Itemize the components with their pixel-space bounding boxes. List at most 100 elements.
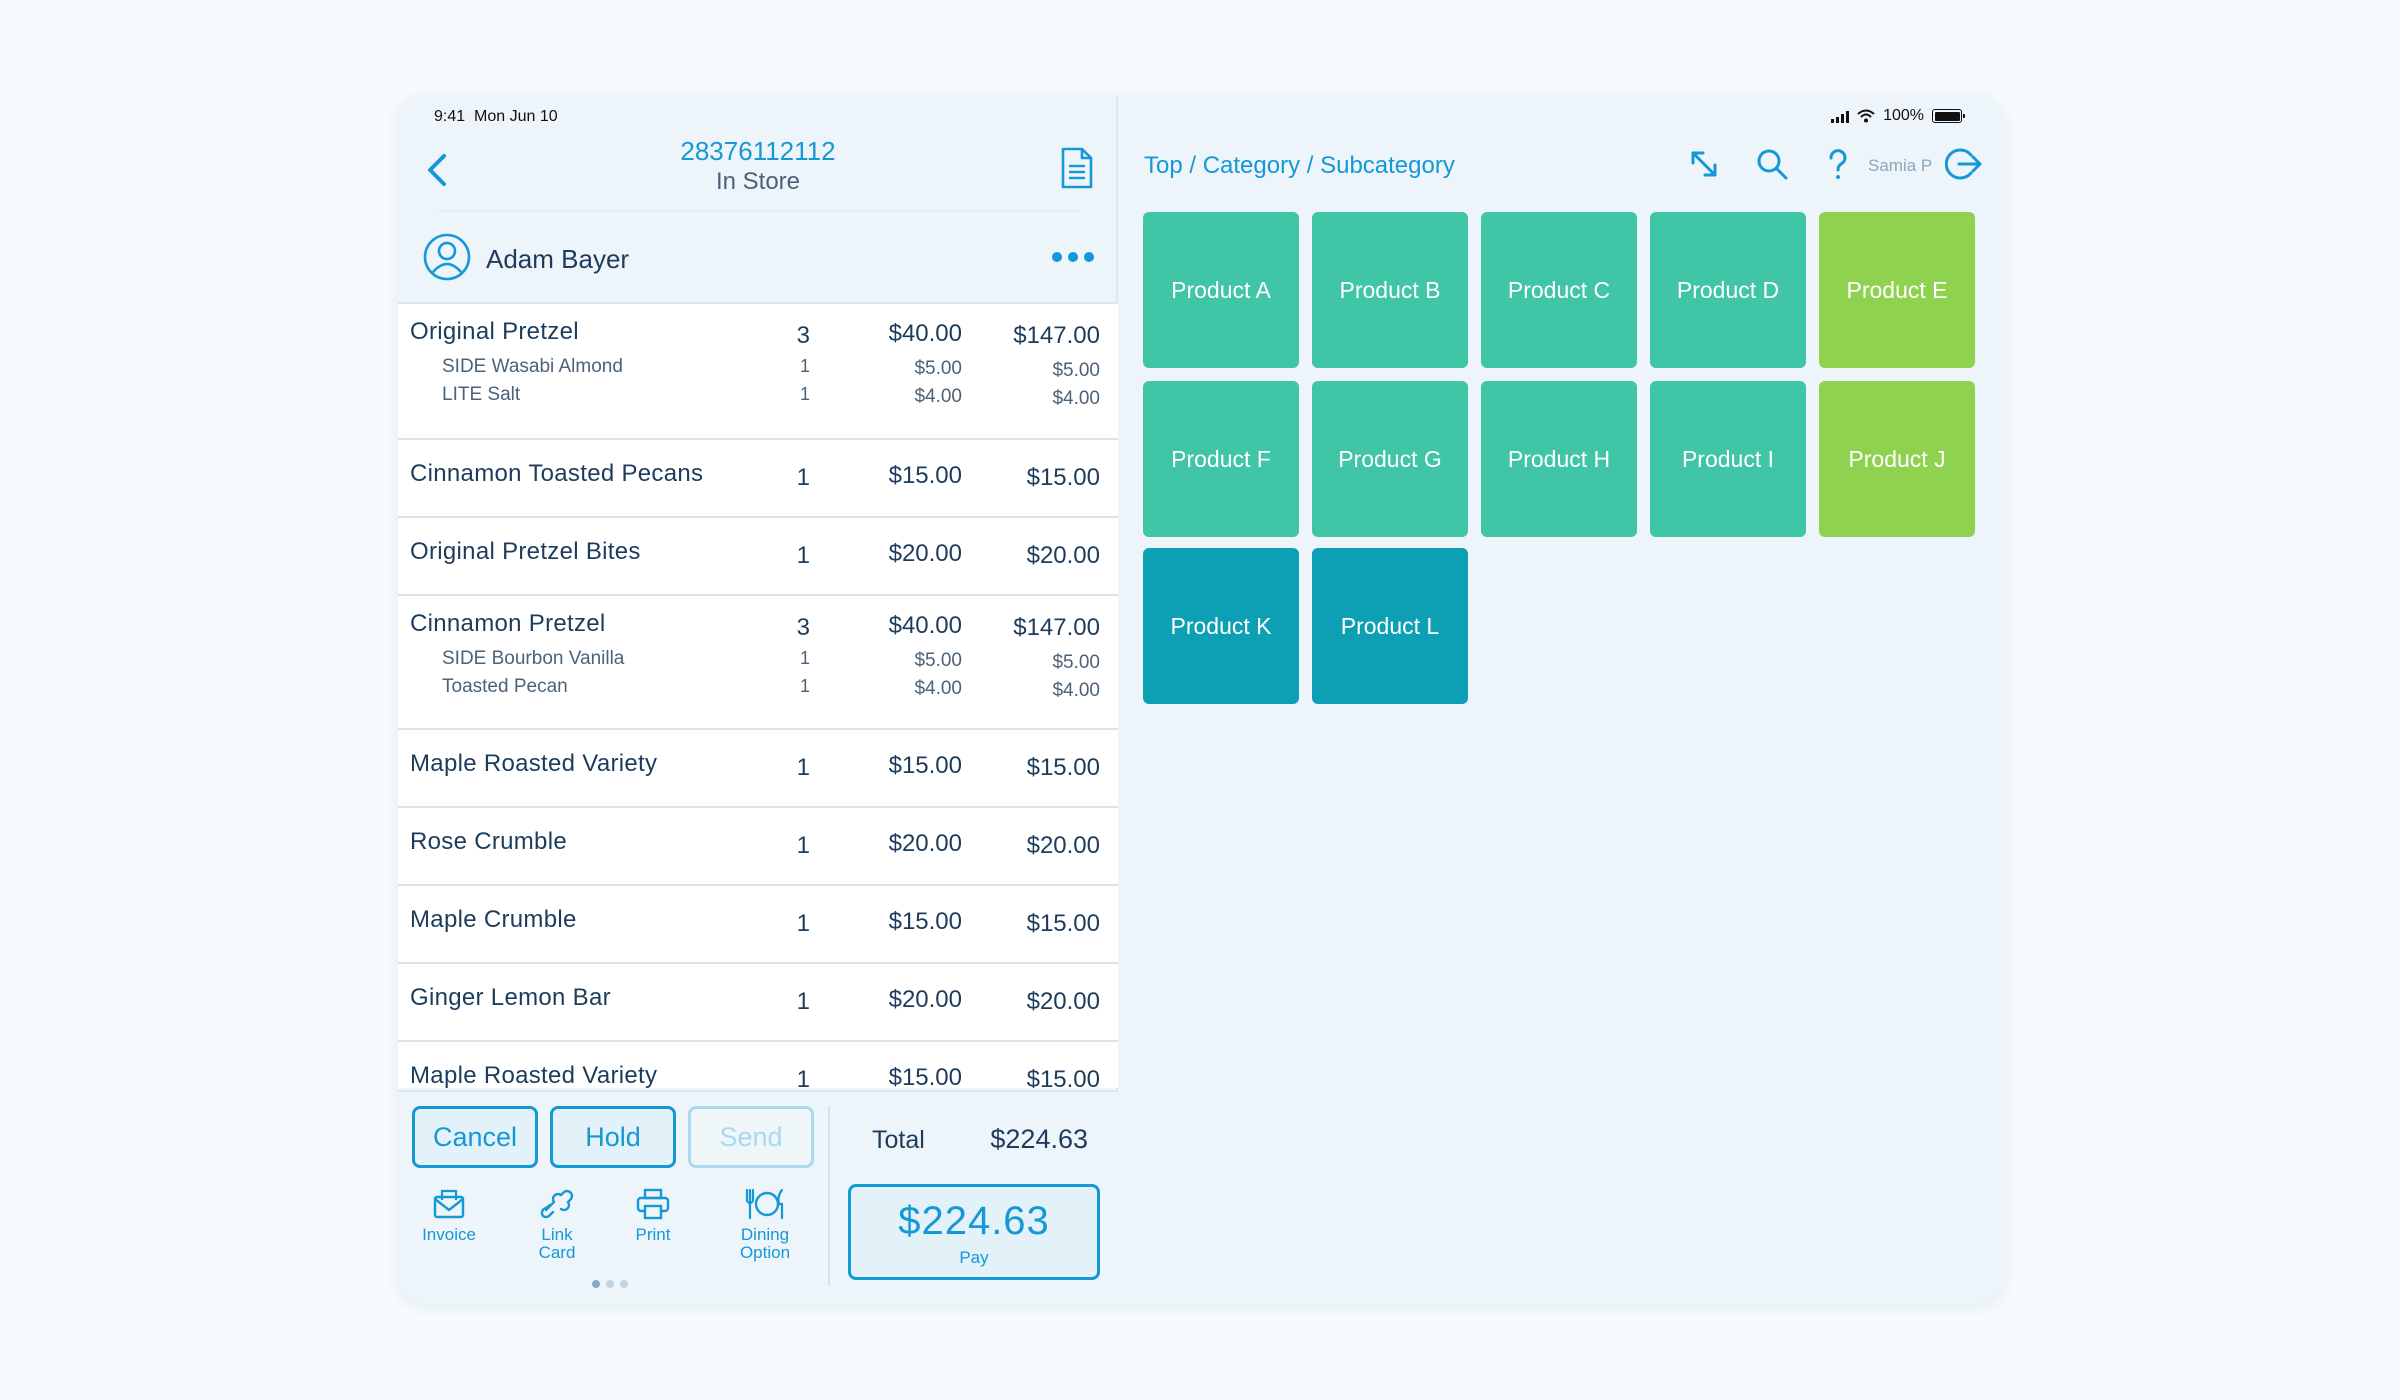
action-page-indicator[interactable] (592, 1280, 628, 1288)
modifier-qty: 1 (799, 676, 810, 696)
modifier-price: $4.00 (914, 678, 962, 699)
link-card-button[interactable]: Link Card (512, 1188, 602, 1262)
item-name: Original Pretzel Bites (410, 538, 641, 565)
product-tile-l[interactable]: Product L (1312, 548, 1468, 704)
modifier-qty: 1 (799, 648, 810, 668)
item-qty: 1 (796, 832, 810, 859)
product-tile-h[interactable]: Product H (1481, 381, 1637, 537)
item-name: Maple Roasted Variety (410, 1062, 658, 1088)
total-label: Total (872, 1126, 925, 1154)
send-button[interactable]: Send (688, 1106, 814, 1168)
modifier-qty: 1 (799, 356, 810, 376)
order-number: 28376112112 (680, 136, 836, 166)
item-price: $40.00 (888, 320, 962, 347)
order-item[interactable]: Ginger Lemon Bar 1 $20.00 $20.00 (398, 964, 1118, 1042)
product-tile-c[interactable]: Product C (1481, 212, 1637, 368)
hold-button[interactable]: Hold (550, 1106, 676, 1168)
order-item[interactable]: Cinnamon Toasted Pecans 1 $15.00 $15.00 (398, 440, 1118, 518)
invoice-button[interactable]: Invoice (404, 1188, 494, 1244)
dining-label-1: Dining (740, 1225, 790, 1244)
item-modifier: LITE Salt 1 $4.00 $4.00 (410, 382, 1118, 410)
order-item[interactable]: Original Pretzel Bites 1 $20.00 $20.00 (398, 518, 1118, 596)
search-button[interactable] (1750, 142, 1794, 186)
item-qty: 3 (796, 322, 810, 349)
customer-more-button[interactable] (1048, 244, 1098, 270)
user-avatar-icon (423, 233, 471, 281)
invoice-label: Invoice (422, 1225, 476, 1244)
product-tile-f[interactable]: Product F (1143, 381, 1299, 537)
pos-device-frame: 9:41 Mon Jun 10 100% 28376112112 In Stor… (398, 96, 2004, 1304)
dining-label-2: Option (739, 1243, 791, 1262)
order-item[interactable]: Cinnamon Pretzel 3 $40.00 $147.00 SIDE B… (398, 596, 1118, 730)
customer-name: Adam Bayer (486, 244, 630, 274)
link-card-label-2: Card (538, 1243, 576, 1262)
category-breadcrumb[interactable]: Top / Category / Subcategory (1144, 152, 1455, 179)
battery-percent: 100% (1883, 107, 1924, 124)
product-tile-j[interactable]: Product J (1819, 381, 1975, 537)
item-total: $15.00 (1026, 464, 1100, 491)
current-user: Samia P (1868, 156, 1933, 175)
battery-icon (1932, 109, 1965, 123)
item-price: $20.00 (888, 830, 962, 857)
item-qty: 1 (796, 464, 810, 491)
item-price: $20.00 (888, 540, 962, 567)
product-tile-k[interactable]: Product K (1143, 548, 1299, 704)
item-total: $147.00 (1013, 614, 1100, 641)
dining-option-button[interactable]: Dining Option (720, 1188, 810, 1262)
item-modifier: Toasted Pecan 1 $4.00 $4.00 (410, 674, 1118, 702)
wifi-icon (1857, 109, 1875, 123)
item-qty: 1 (796, 754, 810, 781)
product-tile-i[interactable]: Product I (1650, 381, 1806, 537)
expand-button[interactable] (1682, 142, 1726, 186)
dining-icon (745, 1188, 784, 1220)
item-modifier: SIDE Bourbon Vanilla 1 $5.00 $5.00 (410, 646, 1118, 674)
item-total: $15.00 (1026, 1066, 1100, 1088)
item-name: Original Pretzel (410, 318, 579, 345)
order-details-button[interactable] (1058, 146, 1096, 190)
product-tile-a[interactable]: Product A (1143, 212, 1299, 368)
total-value: $224.63 (990, 1124, 1088, 1154)
document-icon (1061, 147, 1093, 189)
order-mode[interactable]: In Store (715, 168, 801, 195)
more-dots-icon (1052, 252, 1062, 262)
item-price: $15.00 (888, 462, 962, 489)
logout-button[interactable] (1942, 142, 1986, 186)
invoice-icon (433, 1189, 465, 1219)
cancel-button[interactable]: Cancel (412, 1106, 538, 1168)
item-qty: 1 (796, 542, 810, 569)
item-qty: 1 (796, 1066, 810, 1088)
item-name: Maple Crumble (410, 906, 577, 933)
product-tile-g[interactable]: Product G (1312, 381, 1468, 537)
item-total: $147.00 (1013, 322, 1100, 349)
item-total: $20.00 (1026, 832, 1100, 859)
item-total: $20.00 (1026, 988, 1100, 1015)
product-tile-e[interactable]: Product E (1819, 212, 1975, 368)
print-label: Print (635, 1225, 671, 1244)
modifier-price: $4.00 (914, 386, 962, 407)
order-item[interactable]: Maple Roasted Variety 1 $15.00 $15.00 (398, 1042, 1118, 1088)
item-price: $15.00 (888, 1064, 962, 1088)
order-item[interactable]: Maple Crumble 1 $15.00 $15.00 (398, 886, 1118, 964)
item-total: $20.00 (1026, 542, 1100, 569)
item-price: $15.00 (888, 752, 962, 779)
item-name: Ginger Lemon Bar (410, 984, 611, 1011)
order-item[interactable]: Rose Crumble 1 $20.00 $20.00 (398, 808, 1118, 886)
expand-icon (1691, 151, 1717, 177)
item-name: Cinnamon Pretzel (410, 610, 606, 637)
print-button[interactable]: Print (608, 1188, 698, 1244)
pay-button[interactable]: $224.63 Pay (848, 1184, 1100, 1280)
order-item[interactable]: Original Pretzel 3 $40.00 $147.00 SIDE W… (398, 304, 1118, 440)
status-time: 9:41 Mon Jun 10 (434, 108, 558, 126)
product-tile-d[interactable]: Product D (1650, 212, 1806, 368)
pay-amount: $224.63 (898, 1199, 1050, 1243)
help-button[interactable] (1816, 142, 1860, 186)
product-tile-b[interactable]: Product B (1312, 212, 1468, 368)
order-items-list[interactable]: Original Pretzel 3 $40.00 $147.00 SIDE W… (398, 302, 1118, 1088)
order-item[interactable]: Maple Roasted Variety 1 $15.00 $15.00 (398, 730, 1118, 808)
modifier-total: $4.00 (1052, 388, 1100, 409)
back-button[interactable] (418, 148, 458, 192)
status-date: Mon Jun 10 (474, 108, 558, 125)
status-indicators: 100% (1831, 107, 1965, 125)
customer-row[interactable]: Adam Bayer (398, 212, 1118, 302)
item-total: $15.00 (1026, 910, 1100, 937)
